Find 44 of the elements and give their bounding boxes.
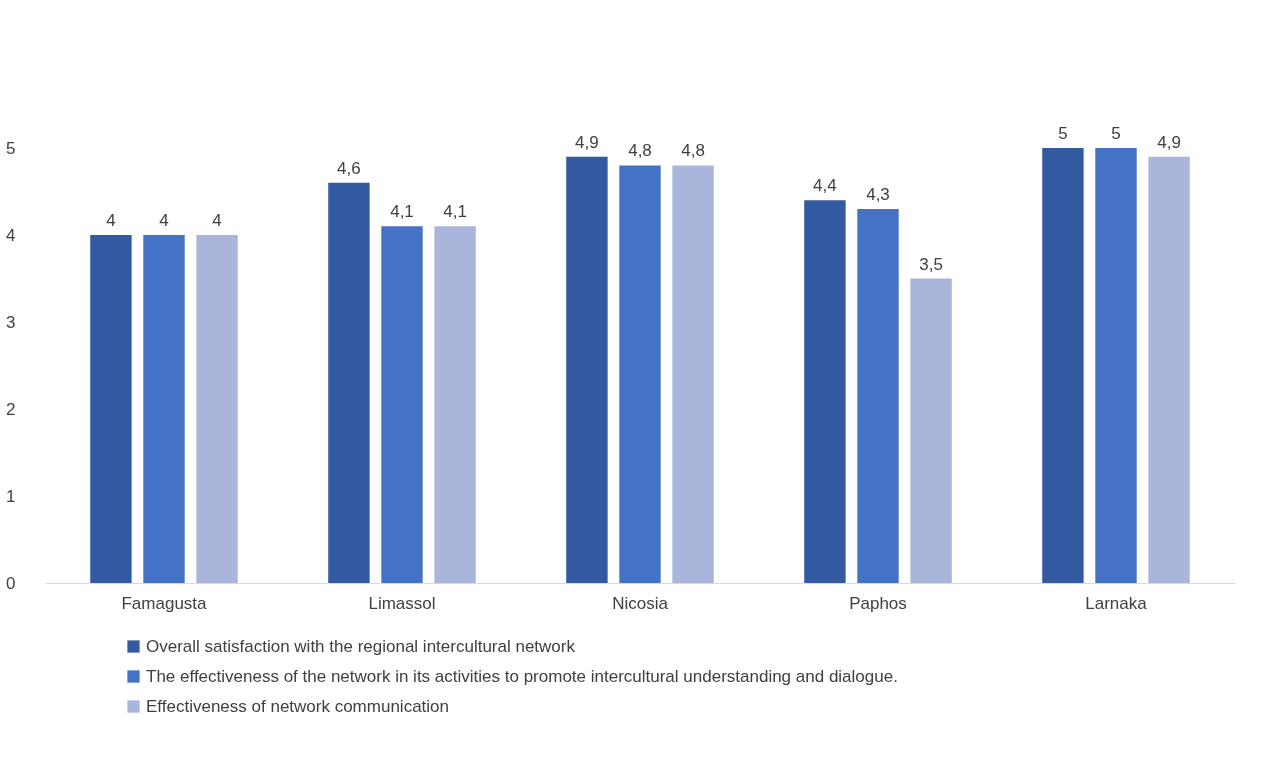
y-tick-label: 5 — [6, 138, 16, 158]
y-tick-label: 0 — [6, 573, 16, 593]
data-label: 4,6 — [337, 158, 361, 178]
x-tick-label: Larnaka — [1085, 593, 1148, 613]
data-label: 4 — [212, 211, 222, 230]
bar — [434, 226, 476, 583]
bar — [381, 226, 423, 583]
data-label: 4 — [106, 211, 116, 230]
bar — [857, 208, 899, 583]
bar — [566, 156, 608, 583]
y-tick-label: 2 — [6, 399, 16, 419]
legend-label: The effectiveness of the network in its activities to promote intercultural understanding and dialogue. — [146, 666, 898, 686]
y-tick-label: 3 — [6, 312, 16, 332]
data-label: 3,5 — [919, 254, 943, 274]
bar — [910, 278, 952, 583]
y-tick-label: 1 — [6, 486, 16, 506]
x-tick-label: Famagusta — [121, 593, 208, 613]
x-tick-label: Paphos — [849, 593, 907, 613]
data-label: 4,9 — [575, 132, 599, 152]
y-tick-label: 4 — [6, 225, 16, 245]
data-label: 4,9 — [1157, 132, 1181, 152]
data-label: 4,8 — [681, 141, 705, 161]
legend-label: Overall satisfaction with the regional intercultural network — [146, 636, 576, 656]
data-label: 5 — [1058, 124, 1068, 143]
bar — [90, 235, 132, 583]
data-label: 4,1 — [390, 202, 414, 222]
data-label: 4,8 — [628, 141, 652, 161]
x-tick-label: Nicosia — [612, 593, 669, 613]
bar — [1042, 148, 1084, 583]
data-label: 4,1 — [443, 202, 467, 222]
bar — [143, 235, 185, 583]
data-label: 5 — [1111, 124, 1121, 143]
legend-label: Effectiveness of network communication — [146, 696, 449, 716]
x-tick-label: Limassol — [368, 593, 436, 613]
bar — [672, 165, 714, 583]
bar — [1148, 156, 1190, 583]
bar — [196, 235, 238, 583]
bar — [328, 182, 370, 583]
bar — [1095, 148, 1137, 583]
data-label: 4,4 — [813, 176, 837, 196]
data-label: 4,3 — [866, 184, 890, 204]
bar — [804, 200, 846, 583]
data-label: 4 — [159, 211, 169, 230]
bar — [619, 165, 661, 583]
